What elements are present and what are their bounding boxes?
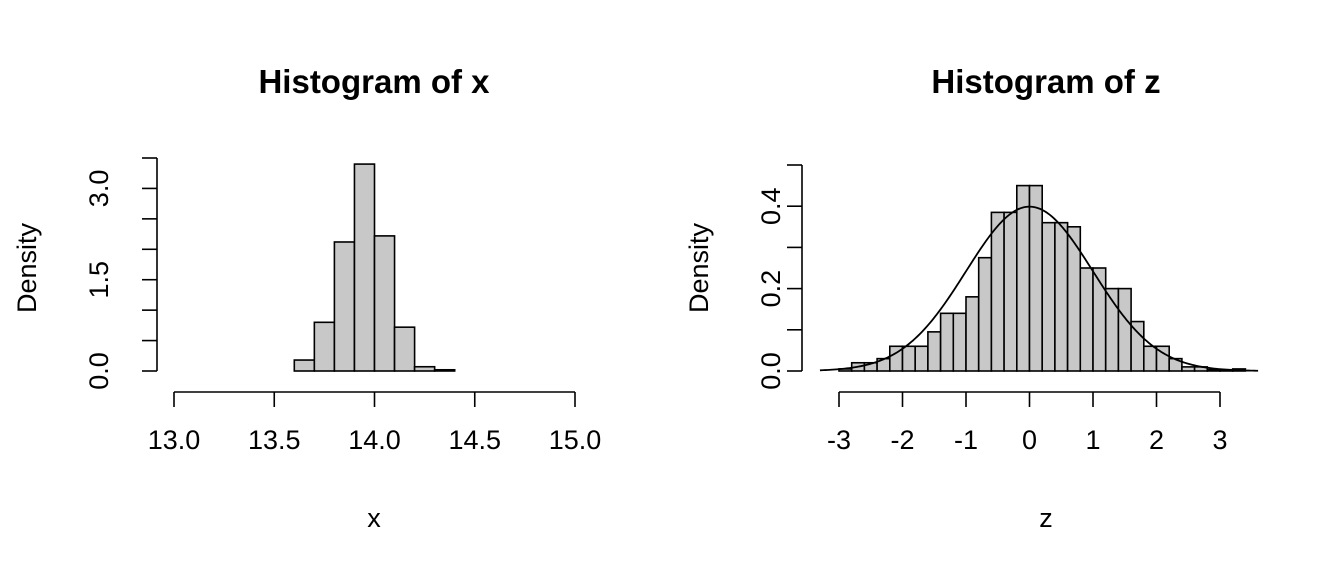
histogram-bar [1117, 287, 1132, 372]
histogram-bar [1015, 184, 1031, 372]
x-tick-label: -1 [954, 425, 978, 455]
x-tick-label: 3 [1212, 425, 1227, 455]
histogram-bar [413, 365, 436, 372]
histogram-bar [1206, 368, 1221, 372]
y-tick-label: 0.2 [756, 270, 786, 308]
y-tick-label: 0.4 [756, 187, 786, 225]
histogram-x-title: Histogram of x [258, 63, 490, 100]
histogram-x-x-axis: 13.0 13.5 14.0 14.5 15.0 [148, 391, 602, 455]
x-tick-label: 1 [1085, 425, 1100, 455]
x-tick-label: 2 [1149, 425, 1164, 455]
histogram-bar [927, 331, 942, 372]
histogram-bar [990, 211, 1005, 372]
x-tick-label: 14.5 [448, 425, 501, 455]
histogram-z-title: Histogram of z [931, 63, 1160, 100]
x-tick-label: 13.5 [248, 425, 301, 455]
histogram-bar [353, 163, 376, 372]
histogram-x-bars [293, 163, 456, 372]
histogram-z-y-axis: 0.0 0.2 0.4 [756, 164, 803, 390]
histogram-bar [977, 256, 993, 372]
histogram-bar [901, 345, 916, 372]
histogram-bar [1028, 184, 1043, 372]
y-tick-label: 3.0 [84, 170, 114, 208]
histogram-x-panel: Histogram of x x Density 13.0 13.5 14.0 14.… [12, 63, 601, 533]
histogram-bar [1130, 320, 1145, 372]
histogram-z-bars [838, 184, 1247, 372]
histogram-z-ylabel: Density [684, 222, 714, 313]
histogram-bar [1092, 267, 1107, 372]
histogram-bar [1054, 221, 1069, 372]
histogram-bar [1041, 221, 1056, 372]
histogram-z-density-overlay [819, 205, 1259, 372]
histogram-bar [313, 321, 336, 372]
histogram-bar [1143, 345, 1158, 372]
histogram-bar [373, 235, 396, 372]
normal-density-curve [819, 205, 1259, 372]
y-tick-label: 0.0 [84, 352, 114, 390]
histogram-z-x-axis: -3 -2 -1 0 1 2 3 [827, 391, 1228, 455]
x-tick-label: -3 [827, 425, 851, 455]
histogram-bar [1079, 267, 1094, 372]
y-tick-label: 0.0 [756, 352, 786, 390]
histogram-bar [1181, 366, 1196, 372]
histogram-bar [293, 359, 316, 372]
histogram-z-xlabel: z [1039, 503, 1053, 533]
histogram-z-panel: Histogram of z z Density -3 -2 -1 0 1 2 3 0.00… [684, 63, 1259, 533]
histogram-bar [952, 312, 967, 372]
histogram-bar [965, 296, 980, 372]
x-tick-label: -2 [890, 425, 914, 455]
histogram-x-y-axis: 0.0 1.5 3.0 [84, 157, 158, 390]
histogram-bar [939, 312, 955, 372]
x-tick-label: 0 [1022, 425, 1037, 455]
histogram-bar [1003, 211, 1018, 372]
histogram-x-xlabel: x [367, 503, 381, 533]
x-tick-label: 13.0 [148, 425, 201, 455]
histogram-bar [333, 241, 356, 372]
x-tick-label: 14.0 [348, 425, 401, 455]
histogram-bar [393, 326, 416, 372]
histogram-bar [433, 368, 456, 372]
histogram-bar [914, 345, 929, 372]
y-tick-label: 1.5 [84, 261, 114, 299]
x-tick-label: 15.0 [549, 425, 602, 455]
histogram-x-ylabel: Density [12, 222, 42, 313]
